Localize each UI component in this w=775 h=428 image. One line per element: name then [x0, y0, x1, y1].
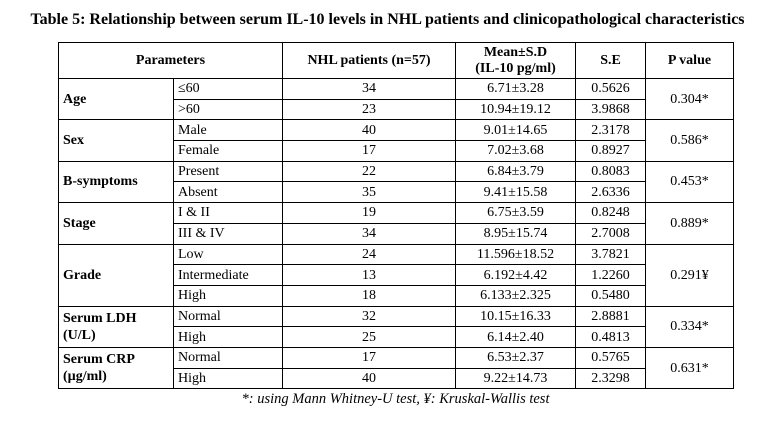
nhl-count-cell: 18	[282, 284, 456, 307]
mean-sd-cell: 9.01±14.65	[455, 119, 576, 142]
col-header-mean-sd: Mean±S.D (IL-10 pg/ml)	[455, 42, 576, 79]
se-cell: 0.8083	[575, 160, 646, 183]
param-group-age: Age	[58, 77, 174, 121]
nhl-count-cell: 17	[282, 346, 456, 369]
header-row: Parameters NHL patients (n=57) Mean±S.D …	[58, 42, 734, 79]
param-category: Normal	[173, 346, 283, 369]
nhl-count-cell: 40	[282, 119, 456, 142]
mean-sd-cell: 6.14±2.40	[455, 326, 576, 348]
param-group-grade: Grade	[58, 243, 174, 307]
param-category: Absent	[173, 181, 283, 204]
se-cell: 1.2260	[575, 264, 646, 286]
param-category: Present	[173, 160, 283, 183]
se-cell: 2.6336	[575, 181, 646, 204]
table-footnote: *: using Mann Whitney-U test, ¥: Kruskal…	[241, 391, 550, 408]
results-table: Parameters NHL patients (n=57) Mean±S.D …	[58, 42, 734, 390]
p-value-cell: 0.889*	[645, 202, 734, 245]
p-value-cell: 0.334*	[645, 305, 734, 348]
se-cell: 2.3178	[575, 119, 646, 142]
nhl-count-cell: 17	[282, 140, 456, 162]
param-category: Male	[173, 119, 283, 142]
param-category: Normal	[173, 305, 283, 328]
se-cell: 0.4813	[575, 326, 646, 348]
param-group-serum-crp: Serum CRP (µg/ml)	[58, 346, 174, 390]
table-row: Absent 35 9.41±15.58 2.6336	[59, 181, 734, 204]
mean-sd-cell: 9.41±15.58	[455, 181, 576, 204]
se-cell: 2.3298	[575, 367, 646, 390]
table-row: Sex Male 40 9.01±14.65 2.3178 0.586*	[58, 119, 734, 162]
mean-sd-cell: 6.75±3.59	[455, 202, 576, 224]
se-cell: 0.8248	[575, 202, 646, 224]
se-cell: 0.8927	[575, 140, 646, 162]
param-group-b-symptoms: B-symptoms	[58, 160, 174, 204]
nhl-count-cell: 34	[282, 222, 456, 245]
nhl-count-cell: 40	[282, 367, 456, 390]
se-cell: 3.9868	[575, 98, 646, 121]
se-cell: 0.5626	[575, 78, 646, 100]
table-row: Serum CRP (µg/ml) Normal 17 6.53±2.37 0.…	[58, 346, 734, 390]
param-group-sex: Sex	[58, 119, 174, 162]
mean-sd-cell: 6.53±2.37	[455, 346, 576, 369]
mean-sd-cell: 6.133±2.325	[455, 284, 576, 307]
col-header-se: S.E	[575, 42, 646, 79]
table-row: III & IV 34 8.95±15.74 2.7008	[59, 222, 734, 245]
param-category: High	[173, 367, 283, 390]
nhl-count-cell: 25	[282, 326, 456, 348]
p-value-cell: 0.453*	[645, 160, 734, 204]
nhl-count-cell: 22	[282, 160, 456, 183]
table-row: High 25 6.14±2.40 0.4813	[59, 326, 734, 348]
se-cell: 0.5480	[575, 284, 646, 307]
page-title: Table 5: Relationship between serum IL-1…	[30, 11, 745, 28]
col-header-p-value: P value	[645, 42, 734, 79]
param-group-stage: Stage	[58, 202, 174, 245]
nhl-count-cell: 24	[282, 243, 456, 266]
se-cell: 3.7821	[575, 243, 646, 266]
param-category: >60	[173, 98, 283, 121]
mean-sd-cell: 6.71±3.28	[455, 78, 576, 100]
nhl-count-cell: 34	[282, 78, 456, 100]
table-row: Intermediate 13 6.192±4.42 1.2260	[59, 264, 734, 286]
mean-sd-cell: 6.84±3.79	[455, 160, 576, 183]
p-value-cell: 0.631*	[645, 346, 734, 390]
nhl-count-cell: 13	[282, 264, 456, 286]
param-group-serum-ldh: Serum LDH (U/L)	[58, 305, 174, 348]
param-category: High	[173, 284, 283, 307]
table-row: High 40 9.22±14.73 2.3298	[59, 367, 734, 390]
param-category: Intermediate	[173, 264, 283, 286]
mean-sd-cell: 11.596±18.52	[455, 243, 576, 266]
table-row: High 18 6.133±2.325 0.5480	[59, 284, 734, 307]
param-category: Low	[173, 243, 283, 266]
table-row: B-symptoms Present 22 6.84±3.79 0.8083 0…	[58, 160, 734, 204]
mean-sd-header-line2: (IL-10 pg/ml)	[475, 60, 556, 76]
nhl-count-cell: 32	[282, 305, 456, 328]
nhl-count-cell: 23	[282, 98, 456, 121]
mean-sd-header-line1: Mean±S.D	[483, 44, 548, 60]
se-cell: 2.7008	[575, 222, 646, 245]
param-category: I & II	[173, 202, 283, 224]
mean-sd-cell: 8.95±15.74	[455, 222, 576, 245]
p-value-cell: 0.586*	[645, 119, 734, 162]
se-cell: 0.5765	[575, 346, 646, 369]
col-header-nhl-patients: NHL patients (n=57)	[282, 42, 456, 79]
table-row: Stage I & II 19 6.75±3.59 0.8248 0.889*	[58, 202, 734, 245]
table-row: Age ≤60 34 6.71±3.28 0.5626 0.304*	[58, 77, 734, 121]
param-category: III & IV	[173, 222, 283, 245]
table-row: Grade Low 24 11.596±18.52 3.7821 0.291¥	[58, 243, 734, 307]
nhl-count-cell: 35	[282, 181, 456, 204]
nhl-count-cell: 19	[282, 202, 456, 224]
mean-sd-cell: 10.15±16.33	[455, 305, 576, 328]
param-category: High	[173, 326, 283, 348]
p-value-cell: 0.291¥	[645, 243, 734, 307]
col-header-parameters: Parameters	[58, 42, 283, 79]
se-cell: 2.8881	[575, 305, 646, 328]
param-category: Female	[173, 140, 283, 162]
mean-sd-cell: 10.94±19.12	[455, 98, 576, 121]
mean-sd-cell: 7.02±3.68	[455, 140, 576, 162]
mean-sd-cell: 6.192±4.42	[455, 264, 576, 286]
p-value-cell: 0.304*	[645, 77, 734, 121]
param-category: ≤60	[173, 78, 283, 100]
mean-sd-cell: 9.22±14.73	[455, 367, 576, 390]
table-row: Serum LDH (U/L) Normal 32 10.15±16.33 2.…	[58, 305, 734, 348]
